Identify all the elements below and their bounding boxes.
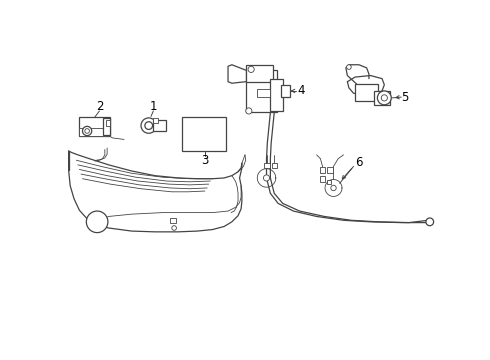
Text: 4: 4 — [297, 85, 305, 98]
Bar — [272, 163, 277, 168]
Circle shape — [248, 66, 254, 72]
Text: 3: 3 — [201, 154, 209, 167]
Bar — [355, 84, 378, 101]
Circle shape — [381, 95, 388, 101]
Circle shape — [86, 211, 108, 233]
Bar — [79, 117, 110, 136]
Text: 6: 6 — [355, 156, 363, 169]
Bar — [102, 118, 110, 135]
Circle shape — [264, 175, 270, 181]
Circle shape — [141, 118, 156, 133]
Circle shape — [331, 185, 336, 191]
Bar — [171, 218, 175, 222]
Bar — [245, 70, 276, 112]
Bar — [245, 65, 272, 82]
Bar — [319, 176, 325, 182]
Text: 5: 5 — [401, 91, 409, 104]
Circle shape — [145, 122, 152, 130]
Circle shape — [82, 126, 92, 136]
Bar — [374, 91, 390, 105]
Bar — [327, 167, 333, 172]
Circle shape — [346, 65, 351, 69]
Bar — [106, 120, 110, 126]
Bar — [319, 167, 325, 172]
Text: 2: 2 — [96, 100, 103, 113]
Bar — [257, 89, 270, 97]
Bar — [270, 78, 283, 111]
Bar — [281, 85, 291, 97]
Bar — [153, 120, 166, 131]
Circle shape — [246, 108, 252, 114]
Circle shape — [377, 91, 392, 105]
Bar — [264, 163, 270, 168]
Bar — [153, 118, 158, 122]
Circle shape — [85, 129, 89, 133]
Circle shape — [172, 226, 176, 230]
Bar — [79, 128, 110, 136]
Text: 1: 1 — [149, 100, 157, 113]
Bar — [182, 117, 226, 151]
Circle shape — [426, 218, 434, 226]
Bar — [327, 180, 331, 184]
